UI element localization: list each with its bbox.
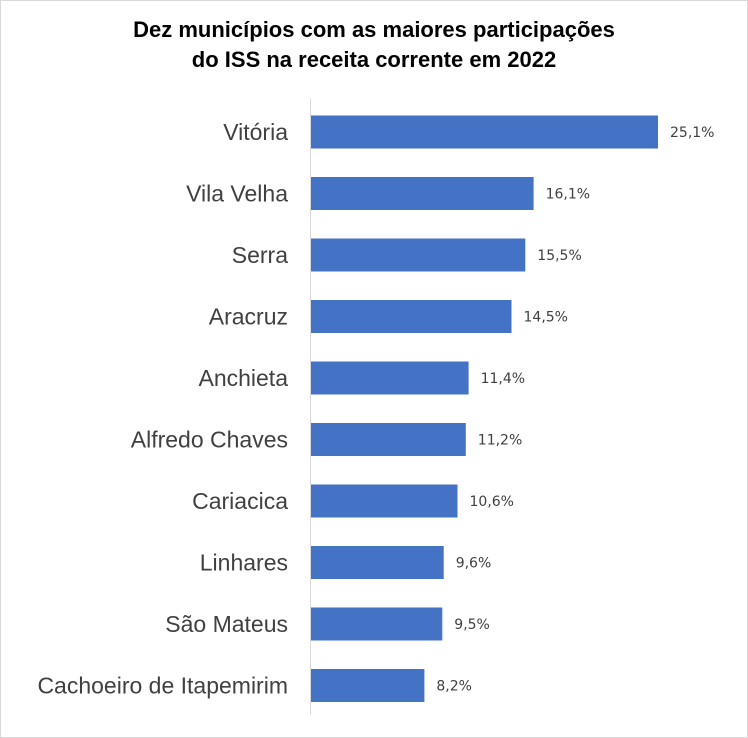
bar-5 [311, 423, 466, 456]
bar-4 [311, 361, 469, 395]
category-label-2: Serra [232, 242, 288, 268]
value-label-2: 15,5% [537, 248, 581, 264]
category-label-5: Alfredo Chaves [131, 427, 288, 453]
value-label-3: 14,5% [524, 310, 568, 326]
chart-title: Dez municípios com as maiores participaç… [1, 15, 747, 75]
category-label-1: Vila Velha [186, 181, 288, 207]
chart-title-line-1: Dez municípios com as maiores participaç… [133, 17, 615, 42]
value-label-6: 10,6% [470, 494, 514, 510]
value-label-8: 9,5% [454, 617, 490, 633]
bar-7 [311, 546, 444, 579]
value-label-7: 9,6% [456, 556, 492, 572]
bar-1 [311, 177, 534, 210]
category-label-4: Anchieta [198, 365, 288, 391]
bars-group: Vitória 25,1% Vila Velha 16,1% Serra 15,5% Ara… [37, 115, 714, 702]
bar-6 [311, 484, 458, 518]
category-label-8: São Mateus [165, 611, 288, 637]
category-label-3: Aracruz [209, 304, 288, 330]
chart-title-line-2: do ISS na receita corrente em 2022 [191, 47, 557, 72]
bar-8 [311, 607, 443, 641]
value-label-0: 25,1% [670, 125, 714, 141]
bar-3 [311, 300, 512, 333]
value-label-4: 11,4% [481, 371, 525, 387]
bar-0 [311, 115, 658, 149]
value-label-9: 8,2% [436, 679, 472, 695]
bar-2 [311, 238, 526, 272]
value-label-5: 11,2% [478, 433, 522, 449]
category-label-6: Cariacica [192, 488, 288, 514]
category-label-7: Linhares [200, 550, 288, 576]
bar-9 [311, 669, 425, 702]
category-label-9: Cachoeiro de Itapemirim [37, 673, 288, 699]
category-label-0: Vitória [223, 119, 288, 145]
value-label-1: 16,1% [546, 187, 590, 203]
